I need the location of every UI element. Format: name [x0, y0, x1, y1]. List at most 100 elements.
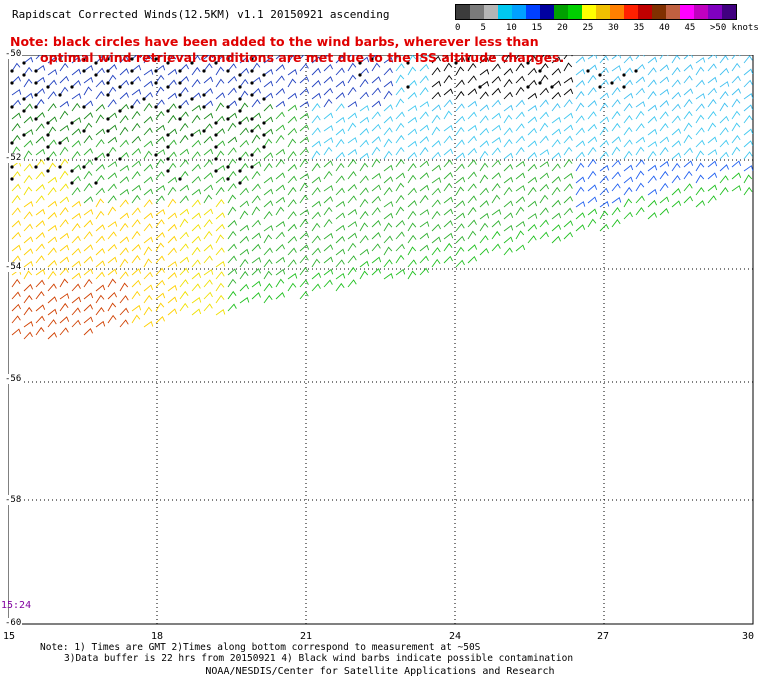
wind-barb	[467, 88, 478, 96]
quality-flag-dot	[178, 81, 182, 85]
wind-barb	[107, 183, 117, 192]
wind-barb	[575, 224, 586, 232]
wind-barb	[191, 188, 202, 196]
wind-barb	[155, 158, 165, 168]
wind-barb	[11, 146, 21, 156]
wind-barb	[443, 99, 453, 108]
wind-barb	[539, 194, 549, 204]
wind-barb	[359, 248, 370, 256]
quality-flag-dot	[238, 169, 242, 173]
wind-barb	[323, 244, 334, 252]
wind-barb	[167, 284, 178, 292]
wind-barb	[383, 67, 393, 76]
wind-barb	[35, 279, 45, 288]
wind-barb	[731, 110, 741, 120]
wind-barb	[215, 55, 225, 64]
wind-barb	[23, 294, 33, 304]
quality-flag-dot	[106, 117, 110, 121]
wind-barb	[671, 175, 681, 184]
wind-barb	[551, 128, 562, 136]
wind-barb	[311, 272, 322, 280]
wind-barb	[743, 115, 753, 124]
wind-barb	[539, 87, 549, 96]
wind-barb	[215, 212, 226, 220]
wind-barb	[467, 159, 477, 168]
wind-barb	[335, 55, 346, 64]
wind-barb	[143, 55, 153, 64]
quality-flag-dot	[238, 157, 242, 161]
wind-barb	[95, 224, 106, 232]
wind-barb	[383, 90, 393, 100]
wind-barb	[179, 243, 189, 252]
wind-barb	[359, 222, 369, 232]
wind-barb	[143, 284, 154, 292]
wind-barb	[95, 210, 105, 220]
legend-label: 5	[480, 23, 486, 33]
wind-barb	[107, 172, 118, 180]
wind-barb	[587, 136, 598, 144]
legend-label: 15	[531, 23, 543, 33]
wind-barb	[443, 255, 454, 264]
wind-barb	[371, 62, 381, 72]
wind-barb	[395, 268, 406, 276]
wind-barb	[551, 67, 562, 76]
quality-flag-dot	[46, 133, 50, 137]
wind-barb	[59, 170, 69, 180]
wind-barb	[407, 187, 417, 196]
wind-barb	[11, 76, 22, 84]
wind-barb	[203, 112, 214, 120]
wind-barb	[707, 160, 718, 168]
wind-barb	[23, 186, 33, 196]
wind-barb	[251, 161, 262, 168]
wind-barb	[191, 308, 202, 316]
wind-barb	[551, 139, 561, 148]
wind-barb	[587, 74, 597, 84]
wind-barb	[515, 230, 525, 240]
wind-barb	[155, 184, 166, 192]
wind-barb	[659, 123, 669, 132]
wind-barb	[323, 232, 334, 240]
quality-flag-dot	[538, 81, 542, 85]
wind-barb	[335, 175, 345, 184]
wind-barb	[419, 146, 429, 156]
wind-barb	[167, 272, 178, 280]
wind-barb	[227, 136, 238, 144]
wind-barb	[335, 282, 345, 292]
wind-barb	[275, 243, 286, 252]
wind-barb	[431, 80, 442, 88]
wind-barb	[35, 195, 45, 204]
wind-barb	[143, 188, 154, 196]
wind-barb	[395, 98, 405, 108]
wind-barb	[11, 315, 21, 324]
wind-barb	[263, 294, 273, 304]
wind-barb	[503, 127, 513, 136]
wind-barb	[251, 112, 262, 120]
wind-barb	[371, 232, 382, 240]
wind-barb	[23, 56, 34, 64]
wind-barb	[611, 110, 621, 120]
wind-barb	[287, 223, 297, 232]
wind-barb	[683, 98, 693, 108]
wind-barb	[431, 126, 441, 136]
wind-barb	[95, 260, 106, 268]
wind-barb	[491, 63, 501, 72]
wind-barb	[179, 231, 189, 240]
wind-barb	[167, 235, 177, 244]
wind-barb	[611, 87, 621, 96]
wind-barb	[263, 234, 273, 244]
wind-barb	[671, 128, 682, 136]
quality-flag-dot	[106, 69, 110, 73]
wind-barb	[155, 74, 165, 84]
wind-barb	[47, 332, 58, 340]
wind-barb	[59, 75, 70, 84]
wind-barb	[647, 128, 658, 136]
wind-barb	[335, 236, 346, 244]
wind-barb	[167, 139, 177, 148]
wind-barb	[371, 207, 381, 216]
quality-flag-dot	[238, 121, 242, 125]
wind-barb	[419, 111, 429, 120]
wind-barb	[263, 176, 274, 184]
wind-barb	[395, 182, 405, 192]
wind-barb	[323, 76, 334, 84]
wind-barb	[11, 99, 21, 108]
